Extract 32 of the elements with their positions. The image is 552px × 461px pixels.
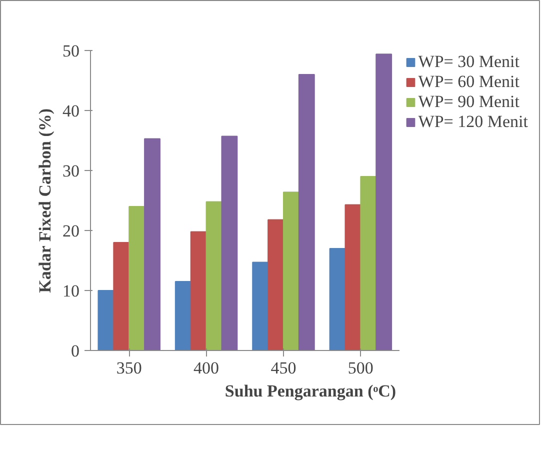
legend-label: WP= 60 Menit (418, 72, 520, 92)
bar (252, 262, 269, 350)
bar (98, 290, 114, 350)
bar (268, 219, 284, 350)
bar (221, 136, 238, 350)
y-axis-title: Kadar Fixed Carbon (%) (36, 108, 54, 293)
y-tick-label: 20 (62, 222, 80, 240)
y-tick-label: 10 (62, 282, 80, 300)
x-tick-label: 500 (348, 358, 374, 378)
bar (128, 206, 146, 350)
bar (360, 176, 377, 350)
bar (113, 242, 130, 350)
y-tick-label: 50 (62, 42, 80, 60)
x-axis-title: Suhu Pengarangan (ᵒC) (224, 382, 396, 400)
bar (329, 248, 346, 350)
bar (344, 204, 362, 350)
bar (376, 54, 392, 350)
y-tick-label: 0 (71, 342, 80, 360)
bar (282, 192, 300, 350)
legend-label: WP= 90 Menit (418, 92, 520, 112)
y-tick-label: 30 (62, 162, 80, 180)
y-tick-label: 40 (62, 102, 80, 120)
bar (190, 231, 207, 350)
legend-label: WP= 30 Menit (418, 52, 520, 72)
bar (144, 138, 160, 350)
x-tick-label: 400 (194, 358, 220, 378)
bar (206, 201, 222, 350)
x-tick-label: 350 (116, 358, 142, 378)
bar (174, 281, 192, 350)
x-tick-label: 450 (270, 358, 296, 378)
legend-label: WP= 120 Menit (418, 112, 528, 132)
bar (298, 74, 315, 350)
